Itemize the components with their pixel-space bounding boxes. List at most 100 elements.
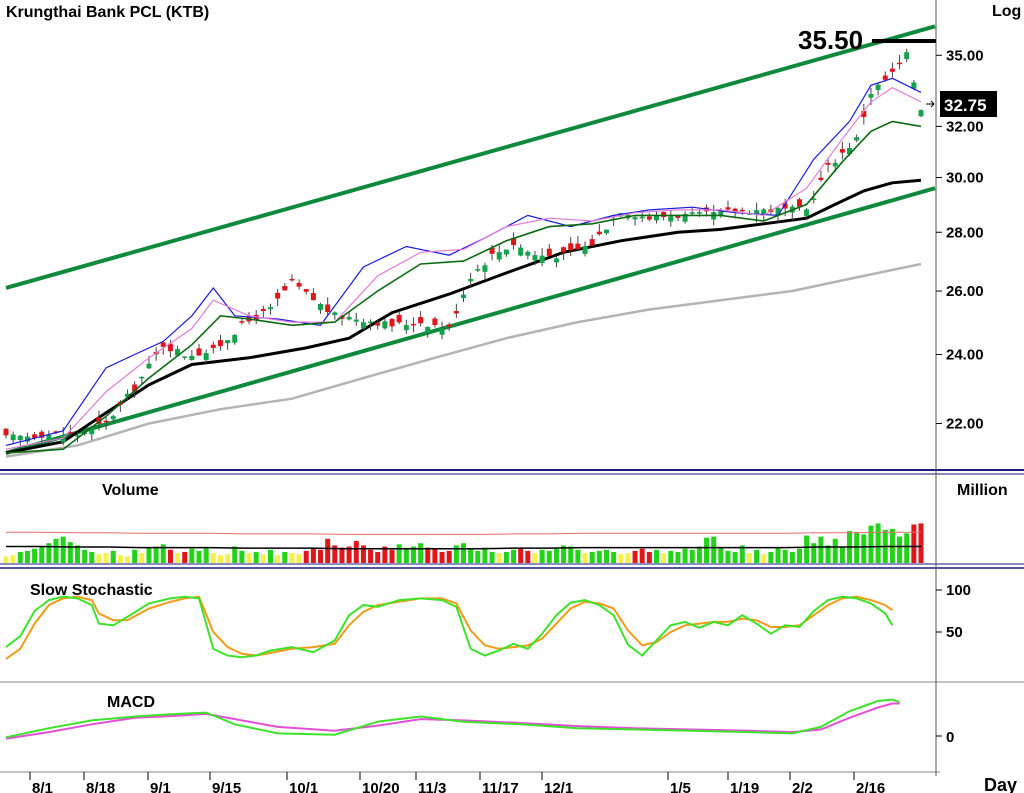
candle-body [754,210,760,216]
volume-bar [3,556,9,563]
volume-bar [689,549,695,563]
date-tick-label: 11/17 [482,780,519,793]
volume-bar [682,548,688,563]
candle-body [639,216,645,219]
candle-body [675,215,681,218]
volume-bar [904,533,910,563]
volume-bar [739,545,745,563]
candle-body [325,304,331,312]
macd-axis: 0 [936,729,954,746]
candle-body [189,355,195,360]
candle-body [539,255,545,263]
volume-bar [289,553,295,563]
price-axis: 35.00 32.00 30.00 28.00 26.00 24.00 22.00 [936,47,984,433]
stochastic-lines [5,595,894,660]
volume-bar [89,552,95,563]
candle-body [89,427,95,435]
candle-body [146,363,152,369]
macd-lines [5,698,900,740]
high-label: 35.50 [798,25,863,55]
volume-bar [146,547,152,563]
volume-bar [418,543,424,563]
candle-body [775,207,781,216]
candle-body [196,348,202,356]
ma-grey-line [5,262,922,458]
price-tick-label: 26.00 [946,283,984,300]
candle-body [267,307,273,310]
volume-bar [125,556,131,563]
volume-bar [410,546,416,563]
volume-bar [632,550,638,563]
price-tick-label: 30.00 [946,170,984,187]
candle-body [739,209,745,212]
candle-body [425,326,431,333]
volume-bar [167,549,173,563]
volume-title: Volume [102,482,159,499]
candle-body [496,252,502,260]
volume-bar [325,538,331,563]
candle-body [589,239,595,246]
volume-bar [160,544,166,563]
volume-bar [596,550,602,563]
chart-title: Krungthai Bank PCL (KTB) [6,4,209,21]
candle-body [432,318,438,326]
volume-bar [661,553,667,563]
candle-body [332,312,338,315]
volume-bar [153,546,159,563]
volume-bar [425,547,431,563]
volume-bar [496,553,502,563]
candle-body [167,343,173,352]
candle-body [232,334,238,343]
candle-body [67,431,73,434]
volume-upper-band [6,531,921,535]
volume-bar [754,549,760,563]
candle-body [225,340,231,344]
volume-bar [461,543,466,563]
volume-bar [625,553,631,563]
date-tick-label: 10/1 [289,780,318,793]
candle-body [446,324,452,327]
stochastic-title: Slow Stochastic [30,582,153,599]
candle-body [382,321,388,329]
candle-body [532,255,538,261]
volume-bar [53,538,59,563]
candle-body [410,323,416,326]
candle-body [310,293,316,301]
ma-pink-path [5,87,922,450]
volume-bar [110,550,116,563]
ma-green-path [5,120,922,454]
candle-body [3,428,9,436]
volume-bar [611,552,617,563]
volume-bar [432,548,438,563]
high-annotation: 35.50 [798,25,936,55]
candle-body [318,303,324,311]
date-tick-label: 8/18 [86,780,115,793]
ma-fast-path [5,77,922,446]
candle-body [260,308,266,311]
candle-body [10,434,16,441]
candle-body [503,249,509,255]
candle-body [303,289,309,292]
volume-bar [303,550,309,563]
volume-bar [353,541,359,563]
candle-body [17,435,23,441]
candle-body [553,258,559,263]
macd-main-line [5,698,900,739]
volume-bar [196,550,202,563]
candle-body [32,434,38,438]
candle-body [239,321,245,323]
volume-bar [654,549,660,563]
volume-bar [818,536,824,563]
volume-bar [761,554,767,563]
volume-bar [746,553,752,563]
volume-bar [603,549,609,563]
volume-bar [468,548,474,563]
candle-body [418,317,424,324]
volume-bar [346,546,352,563]
volume-bar [811,543,817,563]
date-tick-label: 2/2 [792,780,813,793]
volume-bar [568,546,574,563]
volume-bar [10,555,16,563]
volume-bar [518,547,524,563]
volume-bar [725,550,731,563]
